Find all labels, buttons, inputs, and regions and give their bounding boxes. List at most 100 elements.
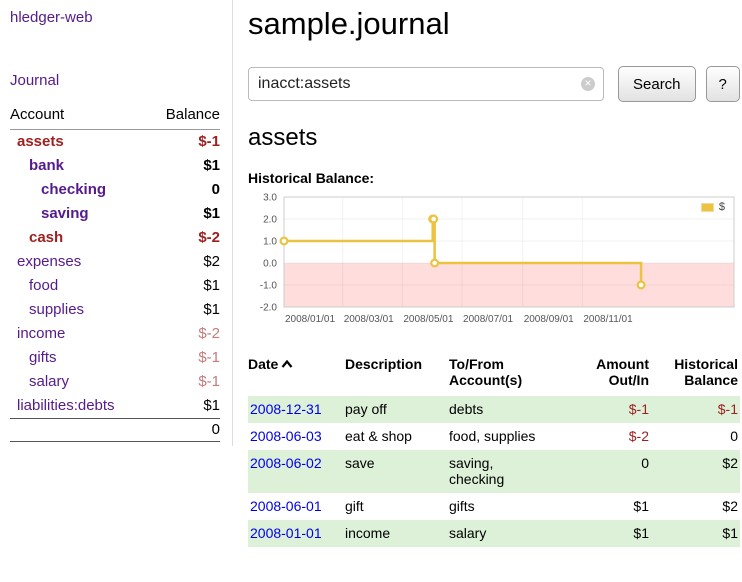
register-date-link[interactable]: 2008-06-02 <box>250 455 322 471</box>
register-accounts: food, supplies <box>449 428 536 444</box>
accounts-total-balance: 0 <box>148 418 220 442</box>
register-amount: $1 <box>633 498 649 514</box>
account-link-bank[interactable]: bank <box>29 157 65 174</box>
account-link-income[interactable]: income <box>17 325 66 342</box>
account-row: cash $-2 <box>10 226 220 250</box>
account-balance-cash: $-2 <box>198 229 220 246</box>
svg-text:1.0: 1.0 <box>263 237 277 248</box>
register-col-description: Description <box>345 356 423 372</box>
account-balance-assets: $-1 <box>198 133 220 150</box>
account-balance-food: $1 <box>203 277 220 294</box>
account-balance-checking: 0 <box>211 181 220 198</box>
account-link-food[interactable]: food <box>29 277 59 294</box>
account-row: income $-2 <box>10 322 220 346</box>
register-balance: $1 <box>722 525 738 541</box>
svg-text:-2.0: -2.0 <box>260 303 278 314</box>
account-row: food $1 <box>10 274 220 298</box>
account-link-supplies[interactable]: supplies <box>29 301 85 318</box>
register-balance: $2 <box>722 455 738 471</box>
account-title: assets <box>248 124 318 151</box>
app-title-link[interactable]: hledger-web <box>10 9 93 26</box>
legend-swatch-icon <box>700 202 714 212</box>
account-link-salary[interactable]: salary <box>29 373 70 390</box>
register-balance: 0 <box>730 428 738 444</box>
account-link-liabilities-debts[interactable]: liabilities:debts <box>17 397 115 414</box>
account-link-expenses[interactable]: expenses <box>17 253 82 270</box>
register-date-link[interactable]: 2008-06-01 <box>250 498 322 514</box>
search-form: × Search ? <box>248 66 742 102</box>
accounts-total-row: 0 <box>10 418 220 442</box>
account-balance-salary: $-1 <box>198 373 220 390</box>
page-title: sample.journal <box>248 6 450 41</box>
account-row: gifts $-1 <box>10 346 220 370</box>
register-description: income <box>345 525 391 541</box>
svg-text:2.0: 2.0 <box>263 215 277 226</box>
svg-text:2008/01/01: 2008/01/01 <box>285 314 335 325</box>
account-row: assets $-1 <box>10 130 220 155</box>
sort-ascending-icon <box>282 359 293 368</box>
clear-search-icon[interactable]: × <box>581 77 595 91</box>
register-description: gift <box>345 498 364 514</box>
account-balance-gifts: $-1 <box>198 349 220 366</box>
register-description: save <box>345 455 375 471</box>
chart-title: Historical Balance: <box>248 170 375 186</box>
register-amount: $-2 <box>628 428 649 444</box>
account-row: expenses $2 <box>10 250 220 274</box>
register-accounts: debts <box>449 401 484 417</box>
account-link-assets[interactable]: assets <box>17 133 64 150</box>
search-button[interactable]: Search <box>618 66 696 102</box>
account-link-gifts[interactable]: gifts <box>29 349 57 366</box>
register-description: eat & shop <box>345 428 412 444</box>
account-link-cash[interactable]: cash <box>29 229 64 246</box>
account-row: saving $1 <box>10 202 220 226</box>
account-link-checking[interactable]: checking <box>41 181 107 198</box>
account-balance-liabilities-debts: $1 <box>203 397 220 414</box>
register-date-link[interactable]: 2008-06-03 <box>250 428 322 444</box>
svg-text:3.0: 3.0 <box>263 193 277 204</box>
accounts-table: Account Balance assets $-1 bank $1 check… <box>10 104 220 442</box>
register-col-account: To/From Account(s) <box>449 356 523 388</box>
search-box: × <box>248 67 604 101</box>
register-balance: $2 <box>722 498 738 514</box>
register-date-link[interactable]: 2008-12-31 <box>250 401 322 417</box>
svg-text:2008/09/01: 2008/09/01 <box>524 314 574 325</box>
accounts-header-row: Account Balance <box>10 104 220 130</box>
register-description: pay off <box>345 401 387 417</box>
svg-text:-1.0: -1.0 <box>260 281 278 292</box>
register-accounts: saving, checking <box>449 455 505 487</box>
account-balance-income: $-2 <box>198 325 220 342</box>
svg-text:2008/03/01: 2008/03/01 <box>344 314 394 325</box>
register-row: 2008-01-01 income salary $1 $1 <box>248 520 740 547</box>
register-col-date[interactable]: Date <box>248 356 345 396</box>
account-balance-bank: $1 <box>203 157 220 174</box>
account-row: supplies $1 <box>10 298 220 322</box>
register-row: 2008-12-31 pay off debts $-1 $-1 <box>248 396 740 423</box>
account-row: bank $1 <box>10 154 220 178</box>
register-date-link[interactable]: 2008-01-01 <box>250 525 322 541</box>
svg-text:2008/11/01: 2008/11/01 <box>583 314 633 325</box>
chart-legend: $ <box>697 200 728 214</box>
svg-text:0.0: 0.0 <box>263 259 277 270</box>
main-content: sample.journal × Search ? assets Histori… <box>248 0 742 547</box>
register-row: 2008-06-01 gift gifts $1 $2 <box>248 493 740 520</box>
register-accounts: salary <box>449 525 487 541</box>
register-col-date-label: Date <box>248 356 279 372</box>
account-balance-expenses: $2 <box>203 253 220 270</box>
register-row: 2008-06-02 save saving, checking 0 $2 <box>248 450 740 493</box>
chart-canvas: 3.0 2.0 1.0 0.0 -1.0 -2.0 2008/01/01 2008/03/01… <box>260 193 735 325</box>
account-balance-supplies: $1 <box>203 301 220 318</box>
register-amount: $1 <box>633 525 649 541</box>
account-row: checking 0 <box>10 178 220 202</box>
register-row: 2008-06-03 eat & shop food, supplies $-2… <box>248 423 740 450</box>
register-col-balance: Historical Balance <box>674 356 738 388</box>
account-link-saving[interactable]: saving <box>41 205 89 222</box>
help-button[interactable]: ? <box>705 66 740 102</box>
register-balance: $-1 <box>717 401 738 417</box>
register-table: Date Description To/From Account(s) Amou… <box>248 356 740 547</box>
sidebar-item-journal[interactable]: Journal <box>10 72 60 89</box>
sidebar: hledger-web Journal Account Balance asse… <box>0 0 233 446</box>
search-input[interactable] <box>248 67 604 101</box>
balance-chart: 3.0 2.0 1.0 0.0 -1.0 -2.0 2008/01/01 2008/03/01… <box>248 192 740 338</box>
register-accounts: gifts <box>449 498 475 514</box>
legend-label: $ <box>718 201 725 213</box>
